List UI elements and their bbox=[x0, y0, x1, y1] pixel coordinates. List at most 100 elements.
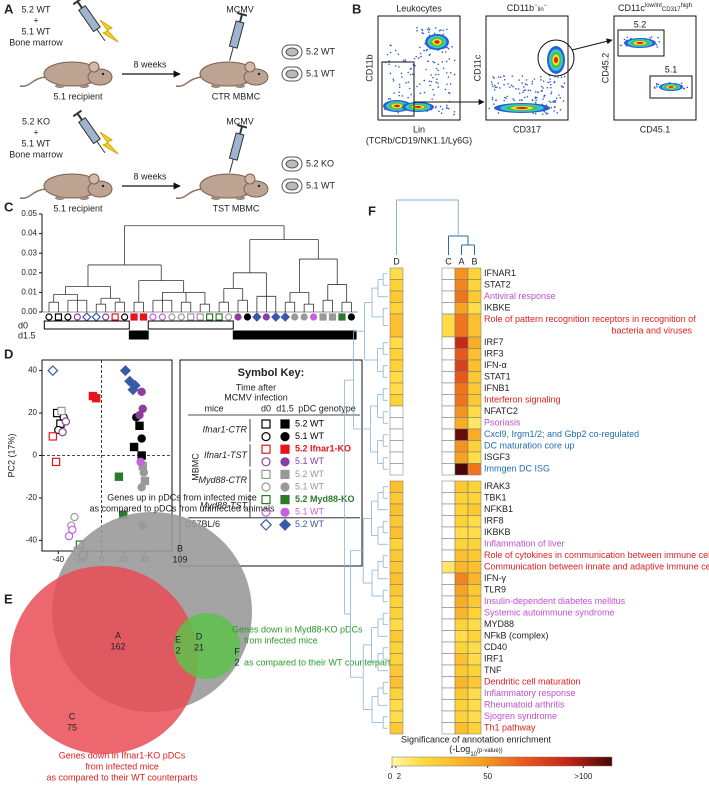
event bbox=[442, 29, 445, 32]
event bbox=[521, 99, 523, 101]
heatmap-cell bbox=[454, 394, 469, 407]
legend-label: 5.1 WT bbox=[295, 481, 325, 491]
flow-plot bbox=[613, 15, 697, 121]
axis-label: CD11b bbox=[364, 54, 374, 81]
mouse-eye bbox=[101, 184, 105, 188]
heatmap-cell bbox=[441, 561, 456, 574]
key-header: pDC genotype bbox=[298, 403, 356, 413]
heatmap-cell bbox=[441, 549, 456, 562]
region-letter: D bbox=[196, 631, 203, 641]
heatmap-cell bbox=[467, 687, 482, 700]
point bbox=[48, 432, 58, 441]
event bbox=[548, 100, 550, 103]
key-header: d1.5 bbox=[276, 403, 294, 413]
region-count: 162 bbox=[110, 641, 125, 651]
event bbox=[423, 91, 426, 94]
heatmap-cell bbox=[467, 699, 482, 712]
mouse-tail bbox=[19, 188, 47, 199]
heatmap-cell bbox=[467, 607, 482, 620]
cell bbox=[285, 181, 299, 191]
group-label: TST MBMC bbox=[213, 203, 260, 213]
event bbox=[433, 32, 436, 35]
row-label: Inflammation of liver bbox=[484, 539, 565, 549]
heatmap-cell bbox=[389, 710, 404, 723]
heatmap-cell bbox=[454, 526, 469, 539]
mouse-eye bbox=[257, 72, 261, 76]
event bbox=[511, 75, 514, 77]
heatmap-cell bbox=[389, 451, 404, 464]
event bbox=[619, 44, 622, 47]
venn-ifnar1 bbox=[10, 566, 198, 754]
legend-label: 5.1 WT bbox=[295, 431, 325, 441]
event bbox=[435, 105, 437, 108]
heatmap-cell bbox=[467, 653, 482, 666]
text-part: (-Log bbox=[449, 744, 470, 754]
leaf-symbol bbox=[243, 313, 252, 321]
mouse-eye bbox=[101, 72, 105, 76]
mouse-tail bbox=[175, 188, 203, 199]
heatmap-cell bbox=[467, 538, 482, 551]
heatmap-cell bbox=[467, 618, 482, 631]
event bbox=[541, 89, 544, 92]
syringe-needle bbox=[229, 158, 234, 173]
event bbox=[521, 82, 524, 84]
mouse-ear bbox=[244, 61, 256, 73]
event bbox=[434, 27, 437, 29]
row-label: Communication between innate and adaptiv… bbox=[484, 562, 709, 572]
event bbox=[540, 85, 543, 88]
event bbox=[397, 53, 400, 56]
point bbox=[137, 434, 146, 443]
leaf-symbol bbox=[252, 312, 262, 322]
event bbox=[493, 88, 496, 91]
event bbox=[655, 83, 658, 86]
mouse-foot bbox=[79, 196, 89, 200]
key-mice: Ifnar1-CTR bbox=[202, 425, 247, 435]
event bbox=[540, 76, 542, 78]
heatmap-cell bbox=[441, 687, 456, 700]
event bbox=[431, 98, 433, 101]
row-label: Psoriasis bbox=[484, 418, 521, 428]
event bbox=[544, 111, 547, 114]
superscript: (p-value)) bbox=[477, 748, 503, 754]
mouse-foot bbox=[235, 196, 245, 200]
key-section: MBMC bbox=[190, 453, 200, 481]
event bbox=[400, 72, 403, 75]
event bbox=[543, 96, 545, 98]
y-axis-label: PC2 (17%) bbox=[6, 433, 16, 477]
heatmap-cell bbox=[441, 279, 456, 292]
heatmap-cell bbox=[467, 428, 482, 441]
event bbox=[535, 99, 537, 101]
key-title: Symbol Key: bbox=[238, 367, 305, 379]
event bbox=[432, 76, 434, 79]
leaf-symbol bbox=[120, 313, 129, 321]
event bbox=[553, 106, 556, 109]
event bbox=[494, 84, 496, 87]
event bbox=[513, 99, 516, 102]
heatmap-cell bbox=[467, 676, 482, 689]
event bbox=[419, 52, 422, 55]
heatmap-cell bbox=[454, 607, 469, 620]
event bbox=[552, 101, 555, 103]
heatmap-cell bbox=[441, 503, 456, 516]
event bbox=[542, 80, 545, 82]
syringe-plunger bbox=[76, 0, 83, 9]
row-label: CD40 bbox=[484, 642, 507, 652]
panel-label: D bbox=[4, 346, 13, 361]
event bbox=[417, 57, 420, 59]
heatmap-cell bbox=[454, 348, 469, 361]
heatmap-cell bbox=[454, 267, 469, 280]
event bbox=[563, 75, 566, 78]
leaf-symbol bbox=[82, 312, 92, 322]
event bbox=[546, 86, 549, 89]
row-label: Inflammatory response bbox=[484, 688, 576, 698]
heatmap-cell bbox=[389, 336, 404, 349]
donor-text: Bone marrow bbox=[9, 37, 63, 47]
mouse-ear bbox=[88, 61, 100, 73]
event bbox=[434, 107, 437, 109]
event bbox=[404, 58, 407, 61]
point bbox=[140, 476, 150, 486]
event bbox=[549, 101, 552, 104]
density bbox=[668, 86, 674, 88]
mouse-foot bbox=[79, 84, 89, 88]
event bbox=[527, 89, 530, 92]
